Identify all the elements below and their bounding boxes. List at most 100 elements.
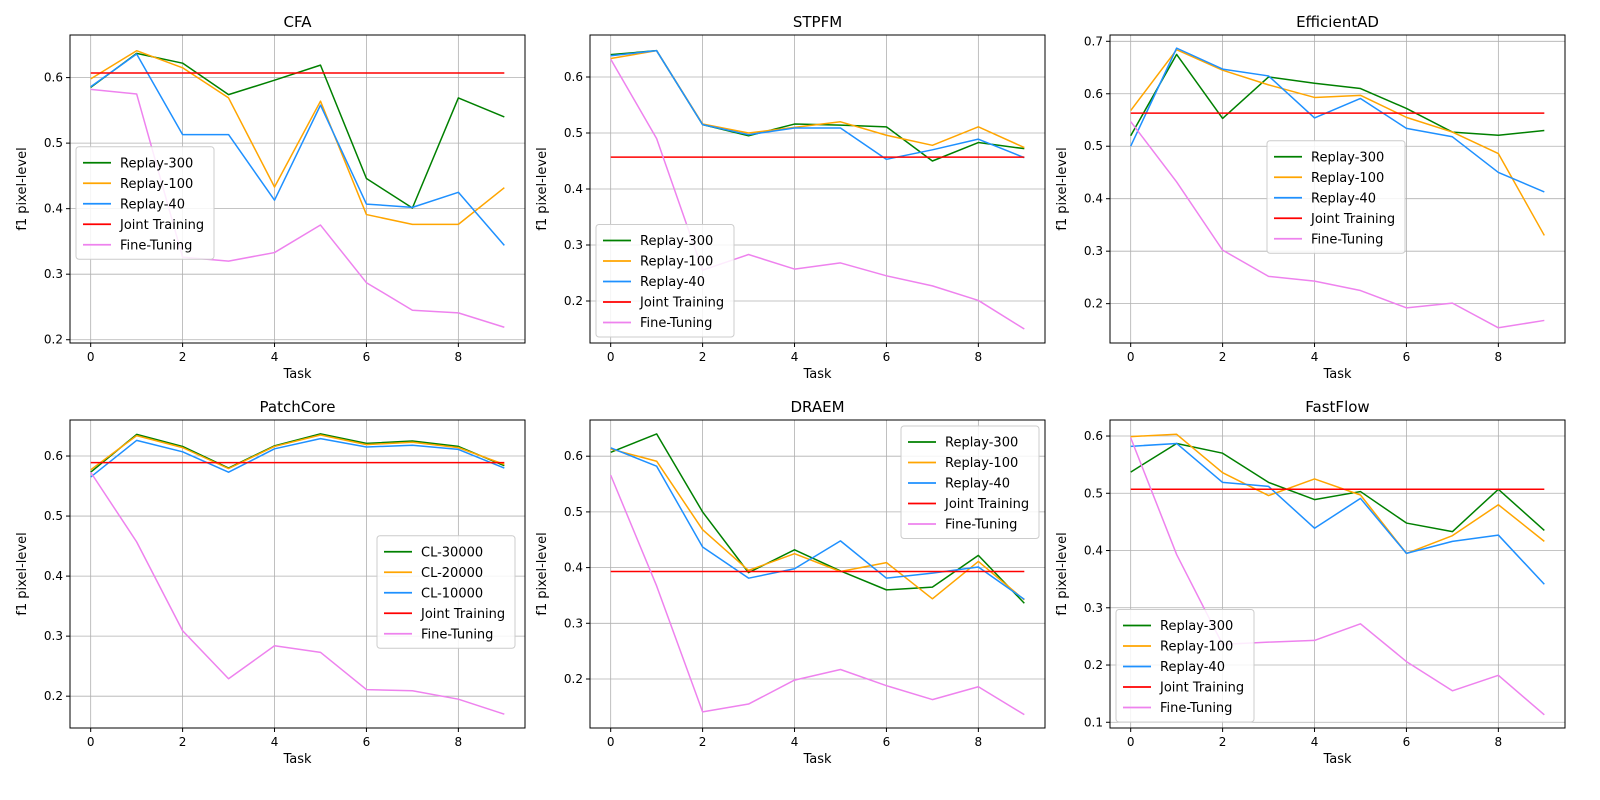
legend-entry: Replay-300: [945, 436, 1018, 451]
y-tick-label: 0.5: [44, 509, 63, 523]
y-axis-label: f1 pixel-level: [1055, 532, 1070, 615]
y-tick-label: 0.4: [1084, 192, 1103, 206]
y-tick-label: 0.1: [1084, 715, 1103, 729]
x-tick-label: 2: [179, 735, 187, 749]
x-tick-label: 0: [1127, 350, 1135, 364]
y-tick-label: 0.2: [1084, 658, 1103, 672]
legend-entry: Replay-40: [1160, 660, 1225, 675]
legend-entry: Replay-100: [1160, 640, 1233, 655]
legend-entry: Fine-Tuning: [1160, 701, 1232, 716]
legend-box: [595, 224, 735, 338]
x-tick-label: 8: [975, 350, 983, 364]
x-tick-label: 6: [363, 735, 371, 749]
x-tick-label: 4: [791, 735, 799, 749]
legend-entry: Fine-Tuning: [120, 238, 192, 253]
y-tick-label: 0.3: [1084, 244, 1103, 258]
series-line-fine-tuning: [1130, 121, 1545, 329]
legend-entry: Fine-Tuning: [1311, 232, 1383, 247]
x-tick-label: 6: [1403, 350, 1411, 364]
legend-entry: Replay-40: [640, 275, 705, 290]
x-tick-label: 4: [791, 350, 799, 364]
chart-panel-cfa: 0 2 4 6 8 0.2 0.3 0.4 0.5 0.6 CFA Task f1 pixel-leve…: [15, 13, 526, 382]
y-tick-label: 0.7: [1084, 34, 1103, 48]
x-tick-label: 2: [699, 350, 707, 364]
legend-entry: Replay-300: [120, 156, 193, 171]
legend-box: [1115, 609, 1255, 723]
legend-entry: Joint Training: [1310, 212, 1395, 227]
series-line-cl-20000: [90, 434, 505, 471]
y-tick-label: 0.4: [1084, 544, 1103, 558]
axes-frame: [69, 419, 526, 729]
x-axis-label: Task: [802, 752, 832, 767]
y-tick-label: 0.3: [44, 629, 63, 643]
x-tick-label: 0: [1127, 735, 1135, 749]
x-tick-label: 8: [455, 735, 463, 749]
y-tick-label: 0.2: [564, 672, 583, 686]
y-axis-label: f1 pixel-level: [1055, 147, 1070, 230]
legend-entry: Fine-Tuning: [640, 316, 712, 331]
y-tick-label: 0.6: [564, 70, 583, 84]
legend-entry: Replay-100: [945, 456, 1018, 471]
y-tick-label: 0.4: [44, 569, 63, 583]
legend-entry: Replay-300: [1160, 619, 1233, 634]
chart-panel-draem: 0 2 4 6 8 0.2 0.3 0.4 0.5 0.6 DRAEM Task f1 pixel-le…: [535, 398, 1046, 767]
legend: Replay-300 Replay-100 Replay-40 Joint Train…: [1266, 140, 1406, 254]
x-tick-label: 6: [883, 735, 891, 749]
series-line-replay-300: [1130, 53, 1545, 137]
x-axis-label: Task: [282, 367, 312, 382]
x-tick-label: 2: [1219, 735, 1227, 749]
x-tick-label: 8: [455, 350, 463, 364]
legend-entry: Fine-Tuning: [421, 627, 493, 642]
y-tick-label: 0.6: [564, 449, 583, 463]
legend-box: [1266, 140, 1406, 254]
x-tick-label: 2: [179, 350, 187, 364]
chart-title: PatchCore: [260, 398, 336, 416]
series-line-cl-30000: [90, 433, 505, 473]
legend: CL-30000 CL-20000 CL-10000 Joint Training Fi…: [376, 535, 516, 649]
y-tick-label: 0.6: [44, 71, 63, 85]
series-line-cl-10000: [90, 437, 505, 478]
y-tick-label: 0.4: [564, 561, 583, 575]
y-tick-label: 0.2: [1084, 297, 1103, 311]
legend-entry: CL-30000: [421, 545, 483, 560]
y-axis-label: f1 pixel-level: [15, 532, 30, 615]
chart-panel-fastflow: 0 2 4 6 8 0.1 0.2 0.3 0.4 0.5 0.6 FastFlow Task f1 pi…: [1055, 398, 1566, 767]
x-axis-label: Task: [802, 367, 832, 382]
y-tick-label: 0.3: [44, 267, 63, 281]
series-line-replay-300: [1130, 442, 1545, 533]
y-axis-label: f1 pixel-level: [15, 147, 30, 230]
legend-entry: Replay-40: [120, 197, 185, 212]
series-line-replay-40: [1130, 442, 1545, 585]
x-tick-label: 6: [1403, 735, 1411, 749]
legend-box: [75, 146, 215, 260]
chart-panel-patchcore: 0 2 4 6 8 0.2 0.3 0.4 0.5 0.6 PatchCore Task f1 pixe…: [15, 398, 526, 767]
chart-title: CFA: [284, 13, 313, 31]
y-tick-label: 0.6: [1084, 429, 1103, 443]
legend-entry: Joint Training: [944, 497, 1029, 512]
y-axis-label: f1 pixel-level: [535, 147, 550, 230]
y-tick-label: 0.5: [1084, 486, 1103, 500]
chart-title: FastFlow: [1305, 398, 1369, 416]
legend-entry: CL-20000: [421, 566, 483, 581]
legend: Replay-300 Replay-100 Replay-40 Joint Train…: [75, 146, 215, 260]
x-tick-label: 8: [1495, 735, 1503, 749]
y-tick-label: 0.3: [1084, 601, 1103, 615]
x-tick-label: 2: [699, 735, 707, 749]
x-tick-label: 4: [271, 350, 279, 364]
x-tick-label: 0: [87, 735, 95, 749]
chart-panel-stpfm: 0 2 4 6 8 0.2 0.3 0.4 0.5 0.6 STPFM Task f1 pixel-le…: [535, 13, 1046, 382]
legend-entry: Fine-Tuning: [945, 518, 1017, 533]
y-tick-label: 0.2: [44, 333, 63, 347]
series-line-replay-100: [90, 49, 505, 226]
y-tick-label: 0.6: [1084, 87, 1103, 101]
series-line-replay-100: [1130, 433, 1545, 555]
series-line-replay-40: [610, 49, 1025, 161]
chart-title: EfficientAD: [1296, 13, 1379, 31]
y-tick-label: 0.5: [564, 126, 583, 140]
x-tick-label: 0: [607, 350, 615, 364]
series-line-replay-100: [1130, 48, 1545, 236]
series-line-fine-tuning: [610, 58, 1025, 330]
x-tick-label: 8: [1495, 350, 1503, 364]
legend-entry: Replay-100: [640, 255, 713, 270]
